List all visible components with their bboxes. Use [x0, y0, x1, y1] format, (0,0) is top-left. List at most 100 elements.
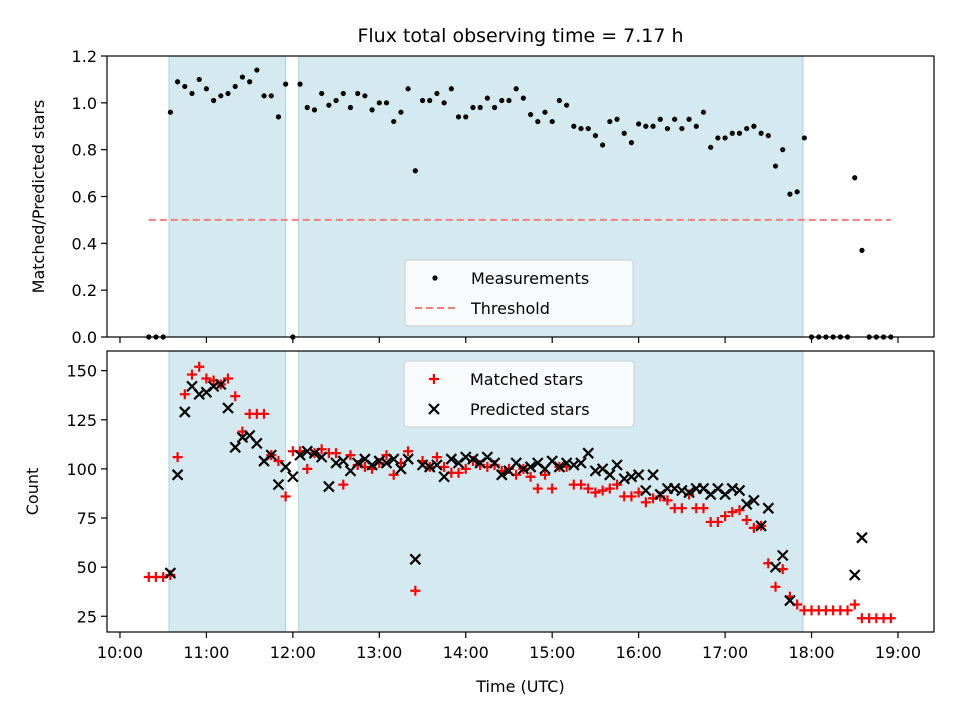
matched-point: [626, 491, 637, 502]
predicted-point: [495, 469, 508, 481]
matched-point: [885, 613, 896, 624]
predicted-point: [488, 457, 501, 469]
predicted-point: [604, 469, 616, 481]
predicted-point: [171, 469, 184, 481]
predicted-point: [647, 469, 659, 481]
bottom-axes-frame: [106, 350, 935, 633]
measurement-point: [275, 114, 282, 120]
y-tick-label: 50: [77, 558, 97, 577]
measurement-point: [211, 97, 217, 104]
measurement-point: [441, 100, 447, 106]
measurement-point: [650, 123, 656, 129]
matched-point: [194, 361, 205, 372]
measurement-point: [765, 133, 771, 139]
measurement-point: [693, 123, 699, 129]
matched-point: [179, 389, 190, 400]
predicted-point: [784, 594, 796, 607]
measurement-point: [232, 83, 238, 90]
measurement-point: [636, 121, 642, 127]
matched-point: [338, 479, 349, 490]
top-x-ticks: [119, 337, 899, 343]
bottom-legend: Matched stars Predicted stars: [403, 360, 635, 428]
measurement-point: [174, 79, 181, 85]
measurement-point: [311, 107, 318, 113]
predicted-point: [164, 567, 177, 579]
measurement-point: [261, 93, 267, 99]
matched-point: [842, 605, 853, 616]
top-legend: Measurements Threshold: [404, 259, 634, 327]
measurement-point: [556, 97, 563, 104]
measurement-point: [700, 109, 707, 115]
bottom-x-ticks: 10:00 11:00 12:00 13:00 14:00 15:00 16:00 17:00…: [97, 632, 921, 662]
measurement-point: [218, 93, 224, 99]
matched-point: [590, 487, 601, 498]
legend-box: [403, 360, 635, 428]
predicted-point: [632, 469, 645, 481]
measurement-point: [571, 123, 577, 129]
measurement-point: [427, 97, 433, 104]
predicted-point: [431, 459, 443, 471]
measurement-point: [578, 125, 584, 132]
matched-point: [201, 373, 212, 384]
measurement-point: [340, 90, 346, 97]
measurement-point: [564, 102, 570, 108]
legend-label-predicted: Predicted stars: [470, 400, 590, 419]
y-tick-label: 1.2: [72, 47, 97, 66]
predicted-point: [265, 449, 278, 461]
measurement-point: [657, 116, 663, 122]
x-tick-label: 13:00: [356, 643, 402, 662]
matched-point: [676, 503, 687, 514]
measurement-point: [621, 130, 627, 136]
bottom-x-axis-label: Time (UTC): [475, 677, 564, 696]
matched-point: [388, 469, 399, 480]
measurement-point: [196, 76, 202, 83]
predicted-point: [582, 447, 594, 459]
measurement-point: [455, 114, 462, 120]
measurement-point: [506, 97, 512, 104]
predicted-point: [323, 480, 335, 493]
measurement-point: [859, 247, 865, 253]
measurement-point: [535, 118, 541, 125]
predicted-point: [402, 453, 414, 465]
shaded-interval: [168, 55, 287, 338]
matched-point: [734, 505, 745, 516]
predicted-point: [294, 449, 306, 461]
matched-point: [273, 456, 284, 467]
matched-point: [187, 369, 198, 380]
measurement-point: [463, 114, 469, 120]
shaded-interval: [168, 350, 287, 633]
legend-box: [404, 259, 634, 327]
measurement-point: [513, 86, 519, 92]
measurement-point: [780, 147, 786, 153]
x-tick-label: 14:00: [443, 643, 489, 662]
measurement-point: [549, 118, 555, 125]
predicted-point: [272, 478, 285, 491]
matched-point: [532, 483, 543, 494]
measurement-point: [484, 95, 490, 101]
measurement-point: [679, 125, 685, 132]
matched-point: [331, 448, 342, 459]
measurement-point: [628, 140, 635, 146]
matched-point: [259, 408, 270, 419]
measurement-point: [398, 109, 404, 115]
measurement-point: [672, 116, 678, 122]
measurement-point: [585, 125, 591, 132]
bottom-y-axis-label: Count: [23, 468, 42, 516]
matched-point: [712, 516, 723, 527]
measurement-point: [852, 175, 858, 181]
y-tick-label: 150: [66, 362, 97, 381]
predicted-point: [279, 461, 292, 473]
matched-point: [410, 585, 421, 596]
measurement-point: [369, 107, 375, 113]
legend-marker-matched: [429, 374, 439, 384]
matched-point: [403, 446, 414, 457]
matched-point: [698, 503, 709, 514]
measurement-point: [527, 111, 534, 118]
predicted-point: [683, 486, 695, 499]
predicted-point: [524, 461, 537, 473]
matched-point: [748, 522, 759, 533]
matched-point: [741, 514, 752, 525]
matched-point: [172, 452, 183, 463]
matched-point: [612, 479, 623, 490]
x-tick-label: 15:00: [529, 643, 575, 662]
